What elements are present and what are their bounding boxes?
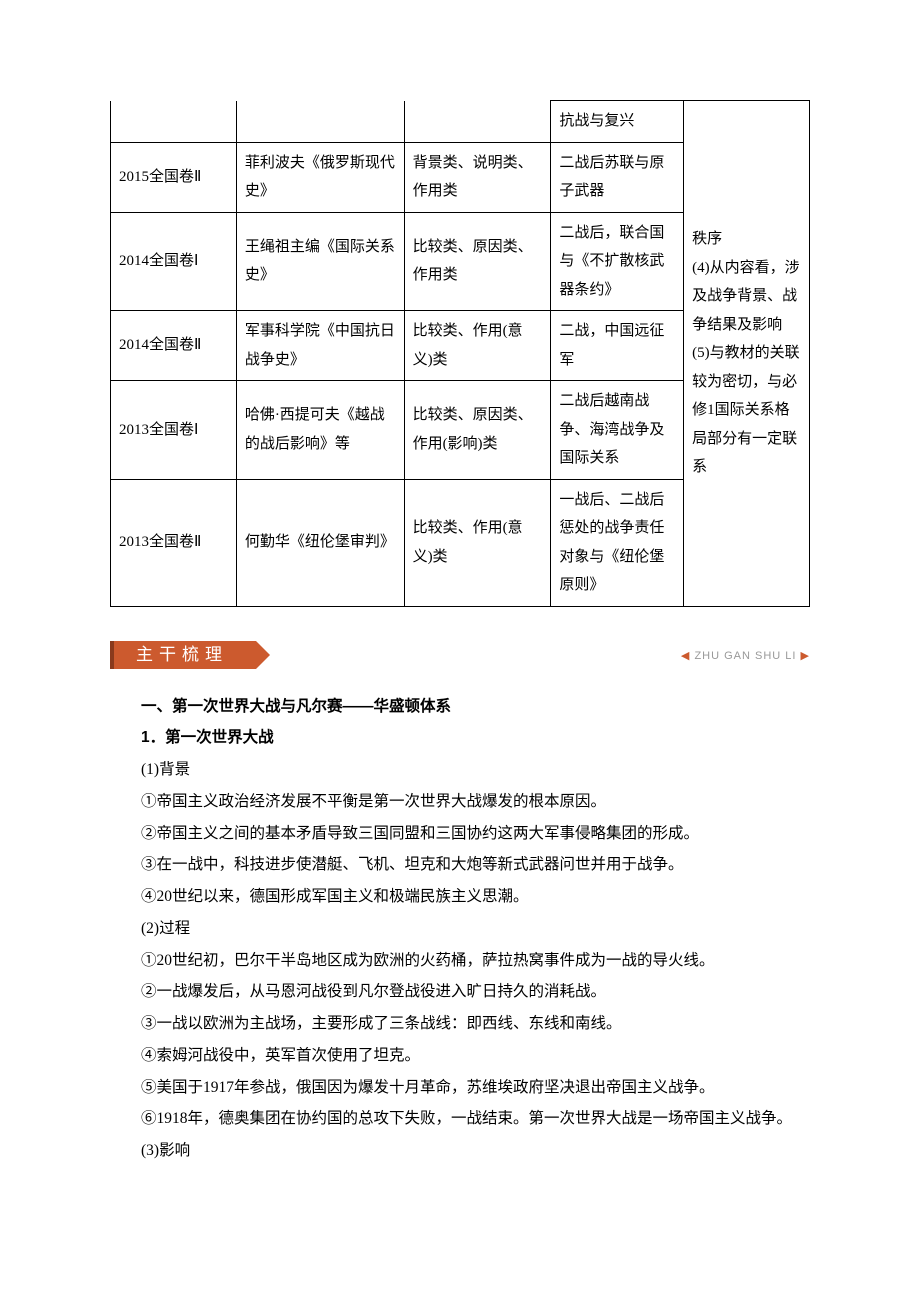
cell-exam: 2014全国卷Ⅰ: [111, 212, 237, 311]
note-stub: 秩序: [692, 231, 722, 247]
cell-type: 比较类、原因类、作用类: [404, 212, 551, 311]
bullet-item: ④索姆河战役中，英军首次使用了坦克。: [110, 1040, 810, 1072]
bullet-item: ②一战爆发后，从马恩河战役到凡尔登战役进入旷日持久的消耗战。: [110, 976, 810, 1008]
bullet-item: ⑤美国于1917年参战，俄国因为爆发十月革命，苏维埃政府坚决退出帝国主义战争。: [110, 1072, 810, 1104]
pinyin-text: ZHU GAN SHU LI: [694, 650, 796, 662]
cell-topic: 二战后，联合国与《不扩散核武器条约》: [551, 212, 684, 311]
subsection-label: (3)影响: [110, 1135, 810, 1167]
subsection-label: (1)背景: [110, 754, 810, 786]
arrow-left-icon: ◀: [681, 650, 690, 662]
bullet-item: ③在一战中，科技进步使潜艇、飞机、坦克和大炮等新式武器问世并用于战争。: [110, 849, 810, 881]
section-banner: 主干梳理 ◀ ZHU GAN SHU LI ▶: [110, 641, 810, 671]
banner-title: 主干梳理: [110, 641, 256, 669]
cell-src: 王绳祖主编《国际关系史》: [236, 212, 404, 311]
heading-level-2: 1．第一次世界大战: [110, 722, 810, 754]
cell-exam: 2013全国卷Ⅱ: [111, 479, 237, 606]
banner-pinyin: ◀ ZHU GAN SHU LI ▶: [681, 649, 810, 662]
cell-type: 比较类、作用(意义)类: [404, 479, 551, 606]
cell-src: 何勤华《纽伦堡审判》: [236, 479, 404, 606]
bullet-item: ③一战以欧洲为主战场，主要形成了三条战线：即西线、东线和南线。: [110, 1008, 810, 1040]
cell-empty: [111, 101, 237, 143]
note-text: (4)从内容看，涉及战争背景、战争结果及影响 (5)与教材的关联较为密切，与必修…: [692, 260, 800, 476]
cell-topic: 二战后苏联与原子武器: [551, 142, 684, 212]
exam-reference-table: 抗战与复兴 秩序 (4)从内容看，涉及战争背景、战争结果及影响 (5)与教材的关…: [110, 100, 810, 607]
bullet-item: ①20世纪初，巴尔干半岛地区成为欧洲的火药桶，萨拉热窝事件成为一战的导火线。: [110, 945, 810, 977]
bullet-item: ②帝国主义之间的基本矛盾导致三国同盟和三国协约这两大军事侵略集团的形成。: [110, 818, 810, 850]
cell-notes-merged: 秩序 (4)从内容看，涉及战争背景、战争结果及影响 (5)与教材的关联较为密切，…: [684, 101, 810, 607]
cell-type: 比较类、原因类、作用(影响)类: [404, 381, 551, 480]
cell-topic: 二战，中国远征军: [551, 311, 684, 381]
heading-level-1: 一、第一次世界大战与凡尔赛——华盛顿体系: [110, 691, 810, 723]
cell-topic: 二战后越南战争、海湾战争及国际关系: [551, 381, 684, 480]
cell-src: 军事科学院《中国抗日战争史》: [236, 311, 404, 381]
table-row-stub: 抗战与复兴 秩序 (4)从内容看，涉及战争背景、战争结果及影响 (5)与教材的关…: [111, 101, 810, 143]
cell-type: 比较类、作用(意义)类: [404, 311, 551, 381]
cell-type: 背景类、说明类、作用类: [404, 142, 551, 212]
cell-stub-topic: 抗战与复兴: [551, 101, 684, 143]
cell-src: 菲利波夫《俄罗斯现代史》: [236, 142, 404, 212]
bullet-text: ⑥1918年，德奥集团在协约国的总攻下失败，一战结束。第一次世界大战是一场帝国主…: [141, 1110, 792, 1127]
bullet-item: ⑥1918年，德奥集团在协约国的总攻下失败，一战结束。第一次世界大战是一场帝国主…: [110, 1103, 810, 1135]
cell-empty: [404, 101, 551, 143]
cell-exam: 2013全国卷Ⅰ: [111, 381, 237, 480]
subsection-label: (2)过程: [110, 913, 810, 945]
bullet-item: ④20世纪以来，德国形成军国主义和极端民族主义思潮。: [110, 881, 810, 913]
bullet-item: ①帝国主义政治经济发展不平衡是第一次世界大战爆发的根本原因。: [110, 786, 810, 818]
document-page: 抗战与复兴 秩序 (4)从内容看，涉及战争背景、战争结果及影响 (5)与教材的关…: [0, 0, 920, 1302]
cell-exam: 2014全国卷Ⅱ: [111, 311, 237, 381]
cell-src: 哈佛·西提可夫《越战的战后影响》等: [236, 381, 404, 480]
cell-topic: 一战后、二战后惩处的战争责任对象与《纽伦堡原则》: [551, 479, 684, 606]
cell-empty: [236, 101, 404, 143]
cell-exam: 2015全国卷Ⅱ: [111, 142, 237, 212]
body-text-block: 一、第一次世界大战与凡尔赛——华盛顿体系 1．第一次世界大战 (1)背景 ①帝国…: [110, 691, 810, 1167]
arrow-right-icon: ▶: [801, 650, 810, 662]
